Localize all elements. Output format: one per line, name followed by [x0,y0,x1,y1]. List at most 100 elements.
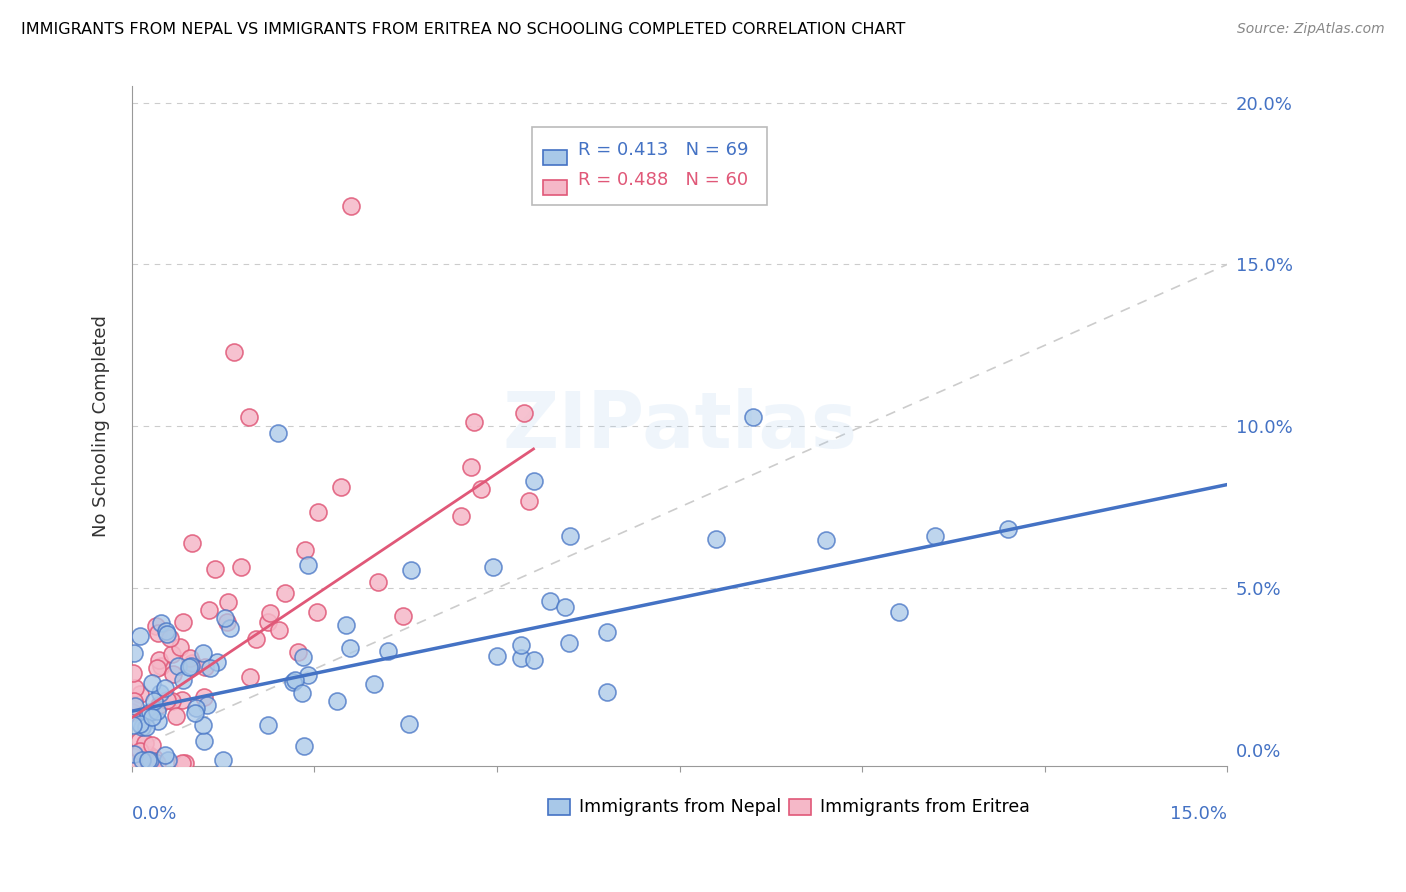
Point [997,522,1019,536]
Point [510,638,533,652]
Y-axis label: No Schooling Completed: No Schooling Completed [93,316,110,537]
Point [148,714,170,728]
Point [153,681,176,696]
Point [121,756,143,770]
Point [259,606,281,620]
Text: IMMIGRANTS FROM NEPAL VS IMMIGRANTS FROM ERITREA NO SCHOOLING COMPLETED CORRELAT: IMMIGRANTS FROM NEPAL VS IMMIGRANTS FROM… [21,22,905,37]
Point [482,560,505,574]
Point [335,617,357,632]
Point [245,632,267,646]
Point [281,674,304,689]
Point [204,561,226,575]
Point [704,532,727,546]
Point [122,694,145,708]
Point [238,409,260,424]
Text: Source: ZipAtlas.com: Source: ZipAtlas.com [1237,22,1385,37]
Point [257,615,280,629]
Point [135,720,157,734]
Point [128,717,150,731]
Point [297,558,319,572]
Point [181,657,204,671]
Point [239,671,262,685]
Point [145,704,167,718]
Point [256,718,278,732]
Point [124,698,146,713]
Point [149,658,172,673]
Point [512,406,534,420]
Point [463,415,485,429]
Point [184,706,207,720]
Point [198,603,221,617]
Point [595,624,617,639]
FancyBboxPatch shape [789,799,811,815]
Point [222,344,245,359]
Point [392,609,415,624]
Point [522,652,544,666]
Point [121,705,143,719]
Point [215,615,238,629]
Point [145,619,167,633]
Point [169,640,191,654]
Point [558,636,581,650]
Point [184,700,207,714]
Point [150,615,173,630]
Point [165,708,187,723]
Text: R = 0.488   N = 60: R = 0.488 N = 60 [578,170,748,188]
FancyBboxPatch shape [543,150,567,164]
Point [194,659,217,673]
Point [340,199,363,213]
Point [131,753,153,767]
Point [160,647,183,661]
Point [367,574,389,589]
Point [172,673,194,688]
FancyBboxPatch shape [531,128,768,205]
Text: Immigrants from Nepal: Immigrants from Nepal [579,798,780,816]
Point [155,627,177,641]
Text: 15.0%: 15.0% [1170,805,1227,823]
Point [141,710,163,724]
Point [141,738,163,752]
Point [470,482,492,496]
Point [287,644,309,658]
Point [398,717,420,731]
Point [121,717,143,731]
Point [297,668,319,682]
Point [307,505,329,519]
Point [195,698,218,712]
Point [139,753,162,767]
Point [377,643,399,657]
Point [156,753,179,767]
Point [138,753,160,767]
Point [326,694,349,708]
Point [558,529,581,543]
Point [291,686,314,700]
Point [136,707,159,722]
Text: 0.0%: 0.0% [132,805,177,823]
Point [205,655,228,669]
Point [218,621,240,635]
Point [121,665,143,680]
Point [149,686,172,700]
Point [924,529,946,543]
Point [485,649,508,664]
Point [339,640,361,655]
Point [162,667,184,681]
Point [292,649,315,664]
Text: Immigrants from Eritrea: Immigrants from Eritrea [820,798,1029,816]
FancyBboxPatch shape [548,799,569,815]
Point [128,734,150,748]
Point [267,425,290,440]
Point [146,661,169,675]
Point [134,736,156,750]
Point [179,651,201,665]
Point [460,459,482,474]
Point [167,659,190,673]
Point [217,595,239,609]
FancyBboxPatch shape [543,180,567,195]
Point [162,694,184,708]
Point [129,744,152,758]
Point [292,739,315,753]
Point [148,626,170,640]
Point [128,687,150,701]
Point [170,756,193,770]
